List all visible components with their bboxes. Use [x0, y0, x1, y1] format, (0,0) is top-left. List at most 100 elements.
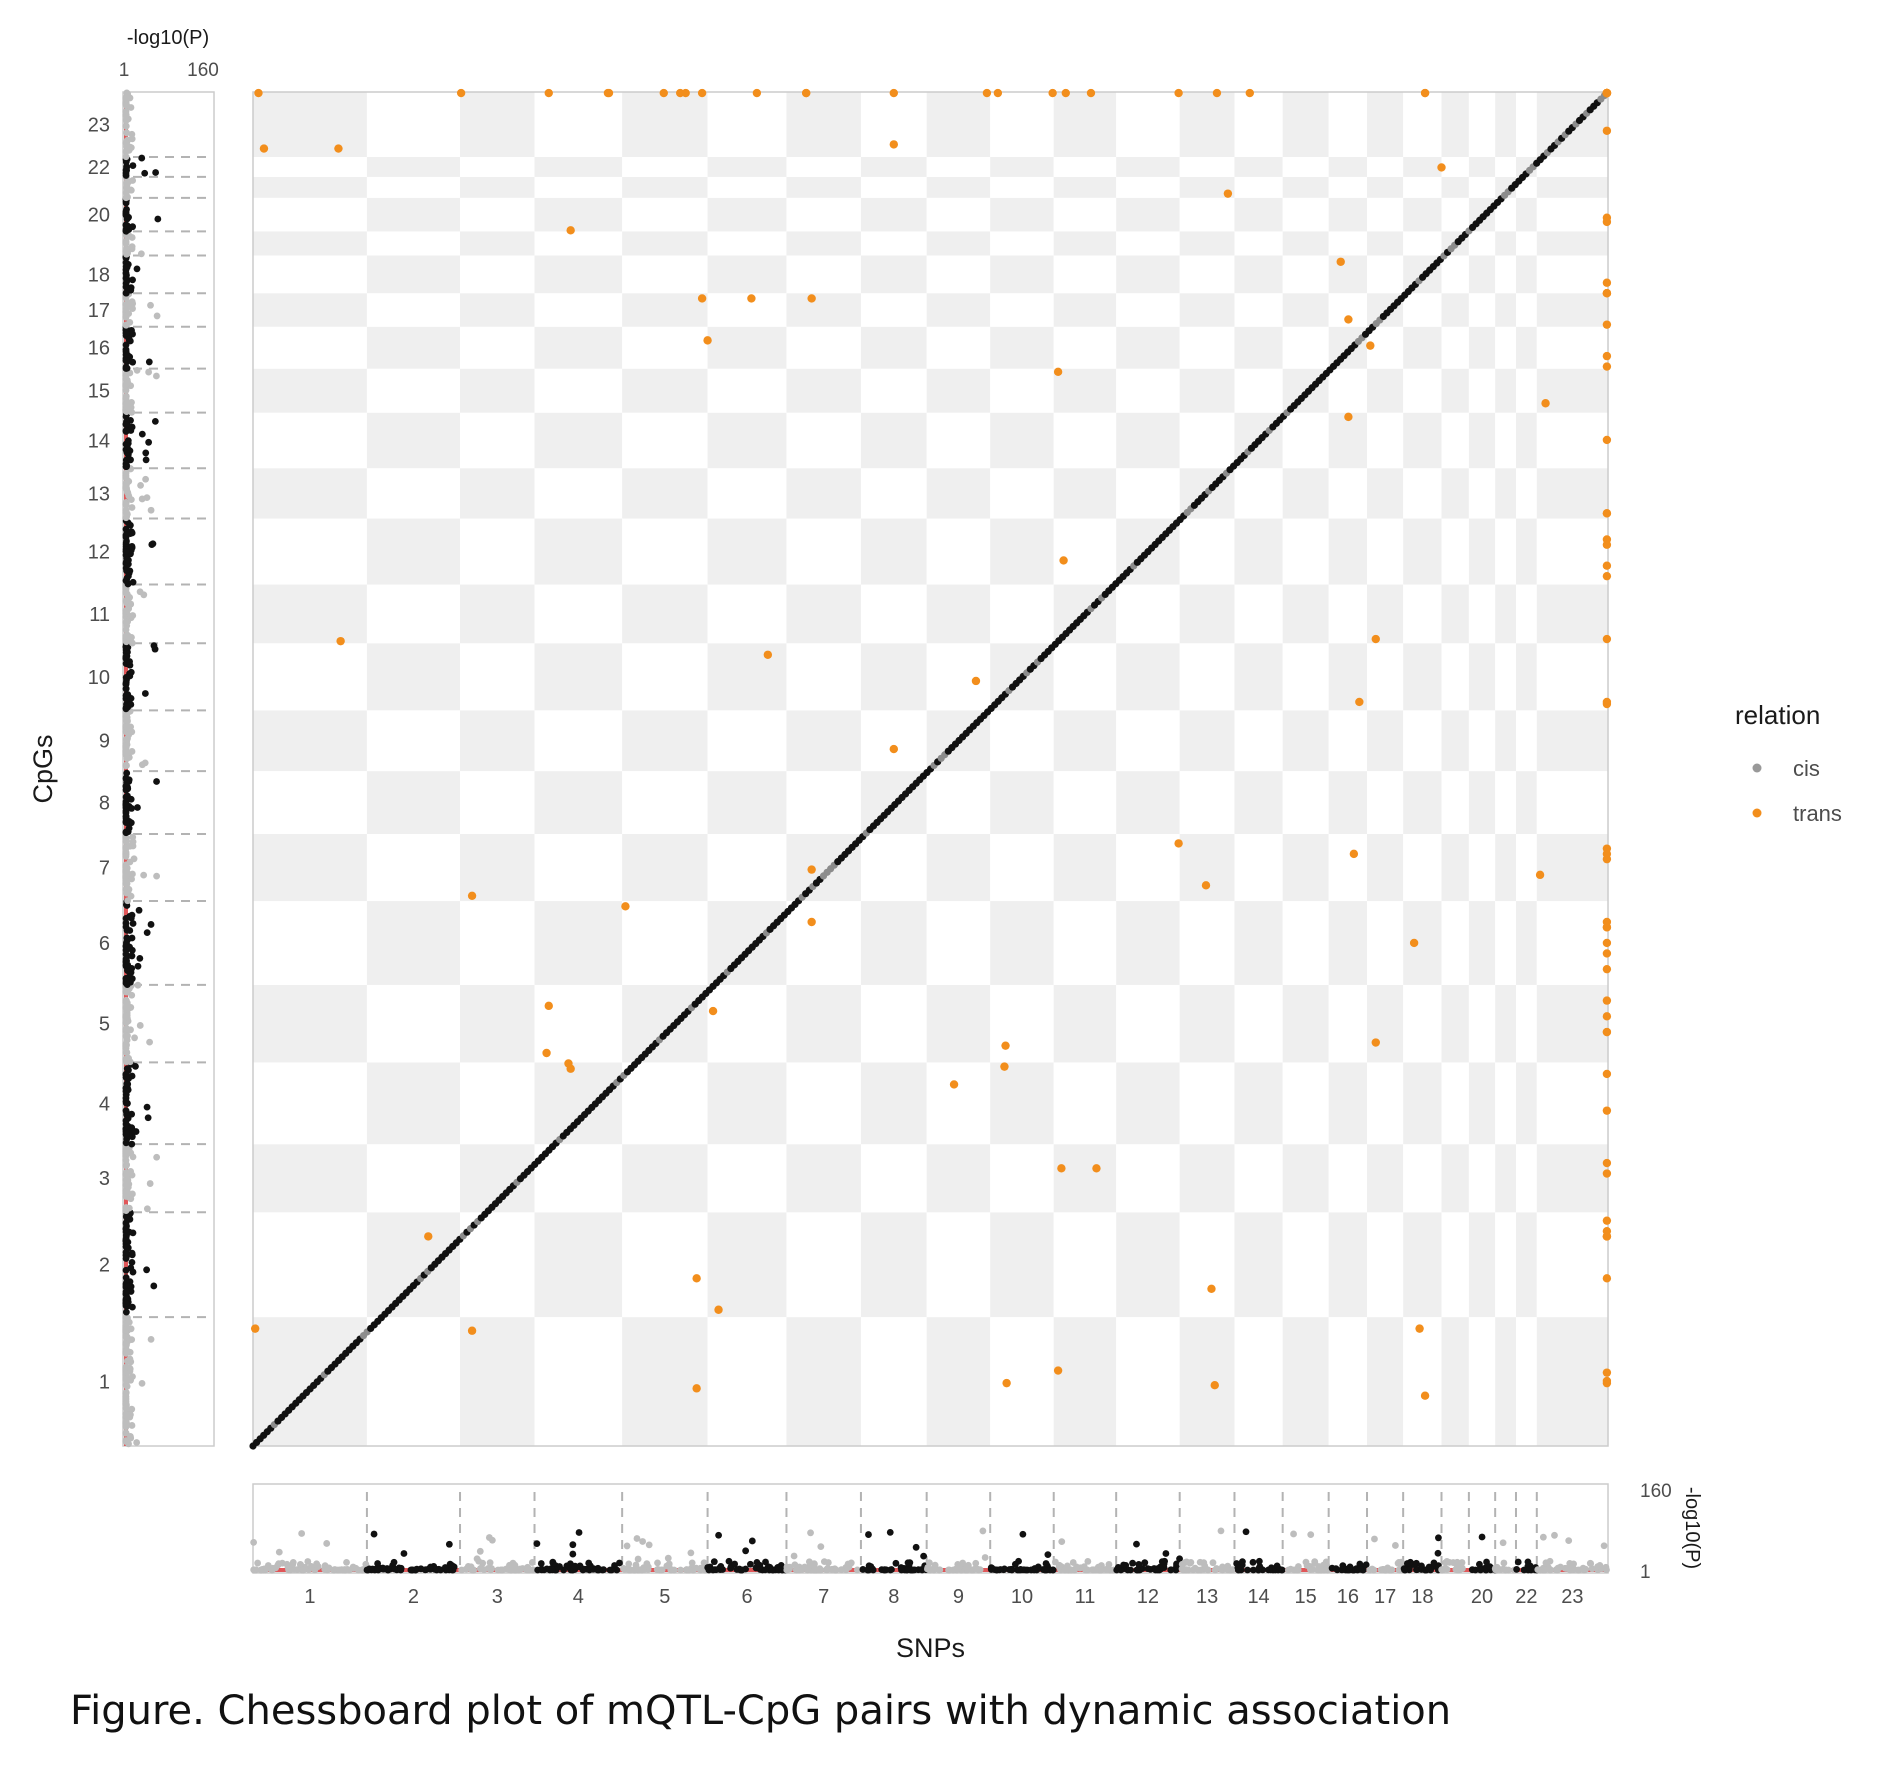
snp-marginal-point: [1551, 1531, 1558, 1539]
snp-marginal-point: [1476, 1560, 1483, 1568]
chessboard-cell: [1179, 92, 1235, 157]
chessboard-cell: [1403, 368, 1442, 413]
chessboard-cell: [1234, 584, 1283, 644]
cpg-marginal-point: [123, 1080, 131, 1088]
chessboard-cell: [460, 643, 535, 711]
snp-marginal-point: [250, 1538, 258, 1546]
chessboard-cell: [1367, 518, 1404, 585]
chessboard-cell: [1441, 901, 1469, 985]
chessboard-cell: [926, 1212, 991, 1318]
chessboard-cell: [253, 771, 367, 834]
cpg-marginal-point: [124, 936, 132, 943]
chessboard-cell: [622, 833, 708, 902]
chessboard-cell: [1367, 710, 1404, 772]
snp-marginal-point: [296, 1561, 304, 1568]
snp-marginal-point: [1307, 1566, 1314, 1574]
chessboard-cell: [1495, 156, 1516, 177]
snp-marginal-point: [903, 1566, 911, 1574]
chessboard-cell: [860, 231, 927, 256]
chessboard-cell: [926, 1062, 991, 1145]
chessboard-cell: [1403, 901, 1442, 985]
cpg-marginal-point: [122, 289, 130, 297]
chessboard-cell: [926, 92, 991, 157]
chessboard-cell: [990, 197, 1054, 232]
trans-point: [542, 1048, 551, 1058]
chessboard-cell: [1234, 984, 1283, 1063]
chessboard-cell: [1053, 176, 1117, 198]
chessboard-cell: [1053, 901, 1117, 985]
cpg-marginal-point: [122, 607, 130, 615]
chessboard-cell: [990, 231, 1054, 256]
cpg-marginal-point: [122, 852, 130, 860]
cpg-marginal-point: [122, 1341, 130, 1349]
snp-marginal-point: [817, 1543, 825, 1551]
chessboard-cell: [1515, 197, 1537, 232]
chessboard-cell: [990, 1144, 1054, 1213]
cpg-marginal-point: [122, 321, 130, 329]
snp-marginal-point: [700, 1559, 708, 1567]
snp-marginal-point: [1395, 1559, 1403, 1566]
legend-label-cis: cis: [1793, 756, 1820, 781]
trans-point: [1602, 634, 1612, 644]
chessboard-cell: [622, 92, 708, 157]
x-tick-label: 15: [1295, 1586, 1317, 1608]
y-tick-label: 2: [99, 1255, 110, 1277]
cpg-marginal-point: [129, 1268, 137, 1276]
chessboard-cell: [1367, 368, 1404, 413]
snp-marginal-point: [569, 1550, 577, 1558]
cpg-marginal-point: [122, 1308, 130, 1316]
chessboard-cell: [253, 710, 367, 772]
chessboard-cell: [786, 1212, 861, 1318]
chessboard-cell: [1328, 231, 1368, 256]
chessboard-cell: [1468, 412, 1496, 469]
chessboard-cell: [786, 584, 861, 644]
trans-point: [1344, 315, 1353, 324]
chessboard-cell: [786, 176, 861, 198]
chessboard-cell: [1282, 156, 1329, 177]
x-tick-label: 18: [1411, 1586, 1433, 1608]
cpg-marginal-point: [122, 1087, 130, 1095]
chessboard-cell: [990, 584, 1054, 644]
chessboard-cell: [460, 197, 535, 232]
chessboard-cell: [1468, 710, 1496, 772]
cpg-marginal-point: [123, 1161, 131, 1169]
cpg-marginal-point: [126, 337, 134, 345]
cpg-marginal-point: [122, 122, 130, 130]
cpg-marginal-point: [123, 864, 131, 872]
cpg-marginal-point: [127, 795, 135, 803]
cpg-marginal-point: [128, 1251, 136, 1259]
chessboard-cell: [1536, 293, 1608, 327]
chessboard-cell: [786, 1317, 861, 1446]
chessboard-cell: [253, 197, 367, 232]
chessboard-cell: [460, 255, 535, 294]
snp-marginal-point: [710, 1558, 718, 1566]
chessboard-cell: [707, 584, 787, 644]
chessboard-cell: [786, 1062, 861, 1145]
chessboard-cell: [1116, 584, 1180, 644]
snp-marginal-point: [639, 1538, 647, 1545]
snp-marginal-point: [1183, 1566, 1190, 1574]
trans-point: [1602, 535, 1612, 544]
chessboard-cell: [926, 901, 991, 985]
chessboard-cell: [1116, 710, 1180, 772]
chessboard-cell: [1536, 255, 1608, 294]
trans-point: [1602, 854, 1612, 864]
y-tick-label: 5: [99, 1014, 110, 1036]
snp-marginal-point: [786, 1565, 793, 1573]
trans-point: [250, 1324, 260, 1333]
chessboard-cell: [1536, 1212, 1608, 1318]
snp-marginal-point: [476, 1547, 484, 1555]
chessboard-cell: [990, 156, 1054, 177]
chessboard-cell: [253, 1212, 367, 1318]
cpg-marginal-point: [123, 1145, 131, 1153]
cpg-marginal-point: [123, 889, 130, 897]
cpg-marginal-point: [150, 642, 158, 650]
chessboard-cell: [1234, 771, 1283, 834]
trans-point: [1602, 923, 1612, 932]
trans-point: [889, 140, 899, 149]
snp-marginal-point: [426, 1564, 433, 1572]
chessboard-cell: [786, 197, 861, 232]
chessboard-cell: [707, 176, 787, 198]
chessboard-cell: [786, 901, 861, 985]
chessboard-cell: [1441, 92, 1469, 157]
